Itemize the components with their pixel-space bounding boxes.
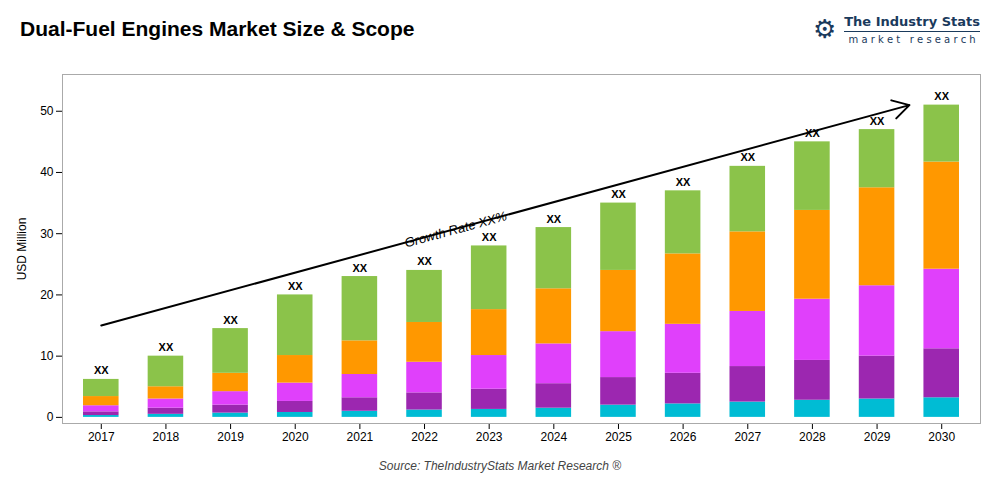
svg-text:XX: XX (94, 364, 109, 376)
svg-text:XX: XX (353, 262, 368, 274)
html-text:⚙ The Industry Stats: ⚙ The Industry Stats (812, 13, 980, 44)
svg-text:XX: XX (934, 90, 949, 102)
svg-text:XX: XX (740, 151, 755, 163)
svg-text:XX: XX (611, 188, 626, 200)
svg-text:XX: XX (288, 280, 303, 292)
svg-text:2022: 2022 (411, 430, 438, 444)
svg-text:2021: 2021 (347, 430, 374, 444)
svg-text:2029: 2029 (864, 430, 891, 444)
svg-text:XX: XX (870, 115, 885, 127)
svg-text:2018: 2018 (153, 430, 180, 444)
svg-text:2030: 2030 (928, 430, 955, 444)
svg-text:30: 30 (40, 227, 54, 241)
svg-text:2017: 2017 (88, 430, 115, 444)
svg-text:50: 50 (40, 104, 54, 118)
svg-text:XX: XX (159, 341, 174, 353)
svg-text:0: 0 (47, 410, 54, 424)
svg-text:XX: XX (417, 255, 432, 267)
svg-text:XX: XX (676, 176, 691, 188)
svg-text:XX: XX (482, 231, 497, 243)
html-text:Source: TheIndustryStats Marke: Source: TheIndustryStats Market Research… (378, 459, 622, 473)
svg-text:2026: 2026 (670, 430, 697, 444)
html-text:Dual-Fuel Engines Market Size: Dual-Fuel Engines Market Size & Scope (20, 17, 415, 40)
svg-text:10: 10 (40, 349, 54, 363)
svg-text:2027: 2027 (734, 430, 761, 444)
svg-text:XX: XX (805, 126, 820, 139)
svg-text:20: 20 (40, 288, 54, 302)
svg-text:2023: 2023 (476, 430, 503, 444)
svg-text:2024: 2024 (540, 430, 567, 444)
svg-text:XX: XX (546, 213, 561, 225)
svg-text:Growth Rate XX%: Growth Rate XX% (403, 208, 509, 250)
svg-text:2025: 2025 (605, 430, 632, 444)
svg-text:XX: XX (223, 314, 238, 326)
svg-text:40: 40 (40, 165, 54, 179)
svg-text:2028: 2028 (799, 430, 826, 444)
svg-text:2019: 2019 (217, 430, 244, 444)
svg-text:USD Million: USD Million (15, 218, 29, 281)
html-text:m a r k e t r e s e a r c h: m a r k e t r e s e a r c h (848, 33, 976, 45)
svg-text:2020: 2020 (282, 430, 309, 444)
